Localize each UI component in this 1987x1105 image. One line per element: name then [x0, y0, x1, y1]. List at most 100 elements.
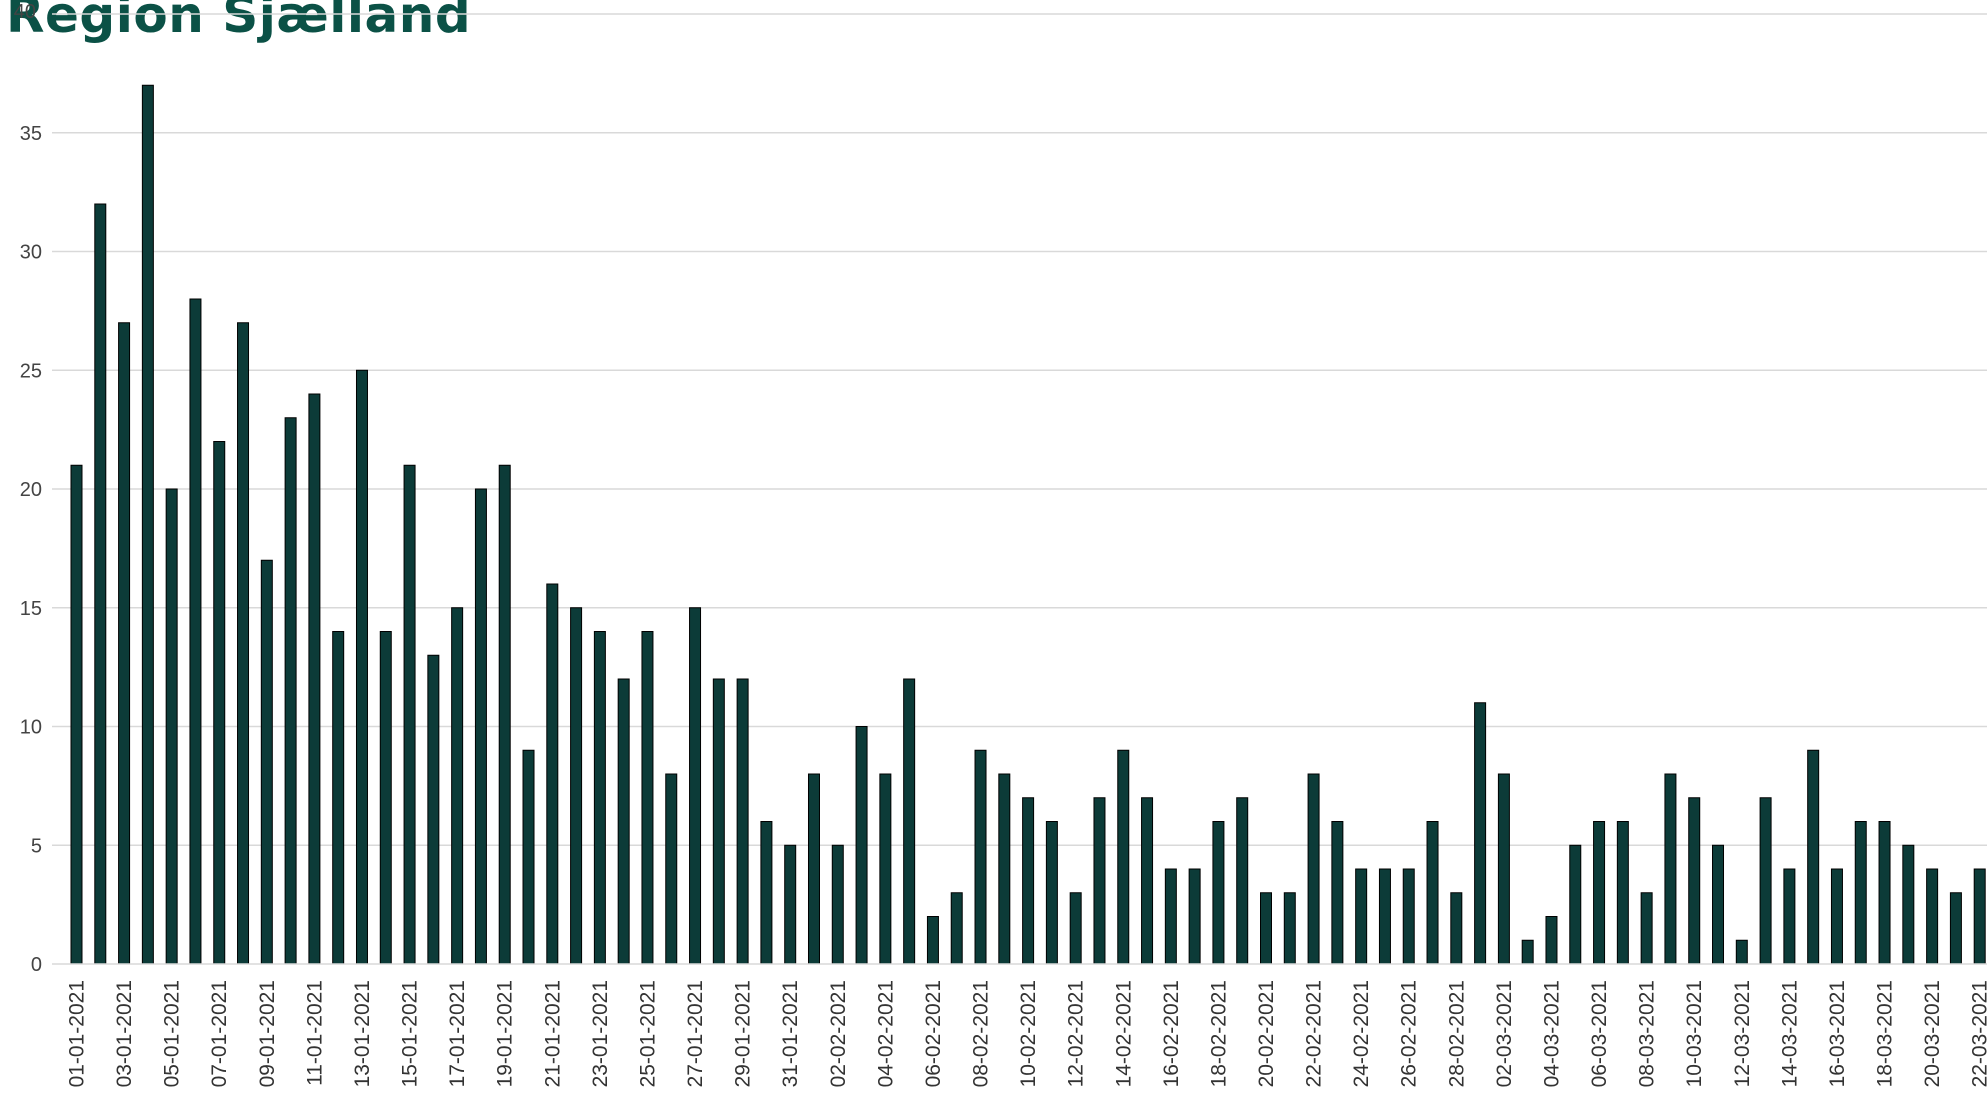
bar-17-01-2021: [451, 607, 464, 965]
bar-09-02-2021: [998, 773, 1011, 965]
bar-27-01-2021: [689, 607, 702, 965]
x-tick-label: 21-01-2021: [541, 980, 564, 1087]
bar-11-03-2021: [1712, 844, 1725, 965]
bar-28-01-2021: [712, 678, 725, 965]
y-tick-label: 5: [31, 835, 42, 857]
bar-15-01-2021: [403, 464, 416, 965]
bar-18-01-2021: [474, 488, 487, 965]
x-tick-label: 19-01-2021: [494, 980, 517, 1087]
y-tick-label: 10: [20, 717, 42, 739]
bar-01-03-2021: [1474, 702, 1487, 965]
y-tick-label: 0: [31, 954, 42, 976]
bar-05-01-2021: [165, 488, 178, 965]
bar-03-02-2021: [855, 726, 868, 965]
bar-02-02-2021: [831, 844, 844, 965]
x-tick-label: 17-01-2021: [446, 980, 469, 1087]
bar-02-03-2021: [1497, 773, 1510, 965]
bar-27-02-2021: [1426, 821, 1439, 965]
y-tick-label: 15: [20, 598, 42, 620]
bar-22-01-2021: [570, 607, 583, 965]
x-tick-label: 06-02-2021: [922, 980, 945, 1087]
bar-29-01-2021: [736, 678, 749, 965]
x-tick-label: 10-02-2021: [1017, 980, 1040, 1087]
x-tick-label: 08-02-2021: [970, 980, 993, 1087]
x-tick-label: 05-01-2021: [161, 980, 184, 1087]
y-tick-label: 35: [20, 123, 42, 145]
bar-26-01-2021: [665, 773, 678, 965]
bar-24-01-2021: [617, 678, 630, 965]
bar-05-03-2021: [1569, 844, 1582, 965]
bar-18-02-2021: [1212, 821, 1225, 965]
bar-13-01-2021: [355, 369, 368, 965]
bar-17-03-2021: [1854, 821, 1867, 965]
y-axis-ticks: 0 5 10 15 20 25 30 35 40: [14, 1, 42, 976]
x-tick-label: 14-03-2021: [1778, 980, 1801, 1087]
bar-18-03-2021: [1878, 821, 1891, 965]
x-tick-label: 09-01-2021: [256, 980, 279, 1087]
bar-07-03-2021: [1616, 821, 1629, 965]
bar-14-01-2021: [379, 631, 392, 965]
bar-22-02-2021: [1307, 773, 1320, 965]
bar-25-02-2021: [1378, 868, 1391, 965]
x-tick-label: 02-02-2021: [827, 980, 850, 1087]
bar-11-02-2021: [1045, 821, 1058, 965]
bar-01-01-2021: [70, 464, 83, 965]
bar-31-01-2021: [784, 844, 797, 965]
x-tick-label: 04-02-2021: [874, 980, 897, 1087]
x-tick-label: 16-02-2021: [1160, 980, 1183, 1087]
x-tick-label: 23-01-2021: [589, 980, 612, 1087]
x-tick-label: 06-03-2021: [1588, 980, 1611, 1087]
x-tick-label: 22-03-2021: [1969, 980, 1987, 1087]
x-tick-label: 02-03-2021: [1493, 980, 1516, 1087]
bar-23-01-2021: [593, 631, 606, 965]
bar-20-03-2021: [1926, 868, 1939, 965]
x-tick-label: 27-01-2021: [684, 980, 707, 1087]
x-tick-label: 08-03-2021: [1636, 980, 1659, 1087]
bar-21-02-2021: [1283, 892, 1296, 965]
bar-04-02-2021: [879, 773, 892, 965]
bar-15-03-2021: [1807, 749, 1820, 965]
x-tick-label: 12-02-2021: [1065, 980, 1088, 1087]
bar-06-02-2021: [926, 916, 939, 965]
gridlines: [52, 13, 1987, 846]
bar-17-02-2021: [1188, 868, 1201, 965]
bar-08-02-2021: [974, 749, 987, 965]
bar-25-01-2021: [641, 631, 654, 965]
bar-09-01-2021: [260, 559, 273, 965]
x-tick-label: 04-03-2021: [1540, 980, 1563, 1087]
x-tick-label: 31-01-2021: [779, 980, 802, 1087]
x-tick-label: 18-02-2021: [1207, 980, 1230, 1087]
bar-21-01-2021: [546, 583, 559, 965]
bar-12-02-2021: [1069, 892, 1082, 965]
bar-20-01-2021: [522, 749, 535, 965]
x-tick-label: 29-01-2021: [732, 980, 755, 1087]
bar-13-02-2021: [1093, 797, 1106, 965]
bar-02-01-2021: [94, 203, 107, 965]
bar-11-01-2021: [308, 393, 321, 965]
bar-12-01-2021: [332, 631, 345, 965]
bar-20-02-2021: [1260, 892, 1272, 965]
bar-05-02-2021: [903, 678, 916, 965]
bar-30-01-2021: [760, 821, 773, 965]
x-tick-label: 24-02-2021: [1350, 980, 1373, 1087]
x-tick-label: 28-02-2021: [1445, 980, 1468, 1087]
x-tick-label: 20-03-2021: [1921, 980, 1944, 1087]
bar-06-03-2021: [1593, 821, 1606, 965]
bar-04-03-2021: [1545, 916, 1558, 965]
y-tick-label: 20: [20, 479, 42, 501]
y-tick-label: 30: [20, 242, 42, 264]
x-tick-label: 03-01-2021: [113, 980, 136, 1087]
bar-04-01-2021: [141, 84, 154, 965]
bar-16-01-2021: [427, 654, 440, 965]
x-axis-ticks: 01-01-2021 03-01-2021 05-01-2021 07-01-2021…: [66, 980, 1987, 1087]
bar-01-02-2021: [807, 773, 820, 965]
bar-06-01-2021: [189, 298, 202, 965]
bar-22-03-2021: [1973, 868, 1986, 965]
x-tick-label: 15-01-2021: [399, 980, 422, 1087]
bar-14-02-2021: [1117, 749, 1130, 965]
bars: [70, 84, 1986, 965]
x-tick-label: 25-01-2021: [636, 980, 659, 1087]
x-tick-label: 18-03-2021: [1874, 980, 1897, 1087]
bar-24-02-2021: [1355, 868, 1368, 965]
